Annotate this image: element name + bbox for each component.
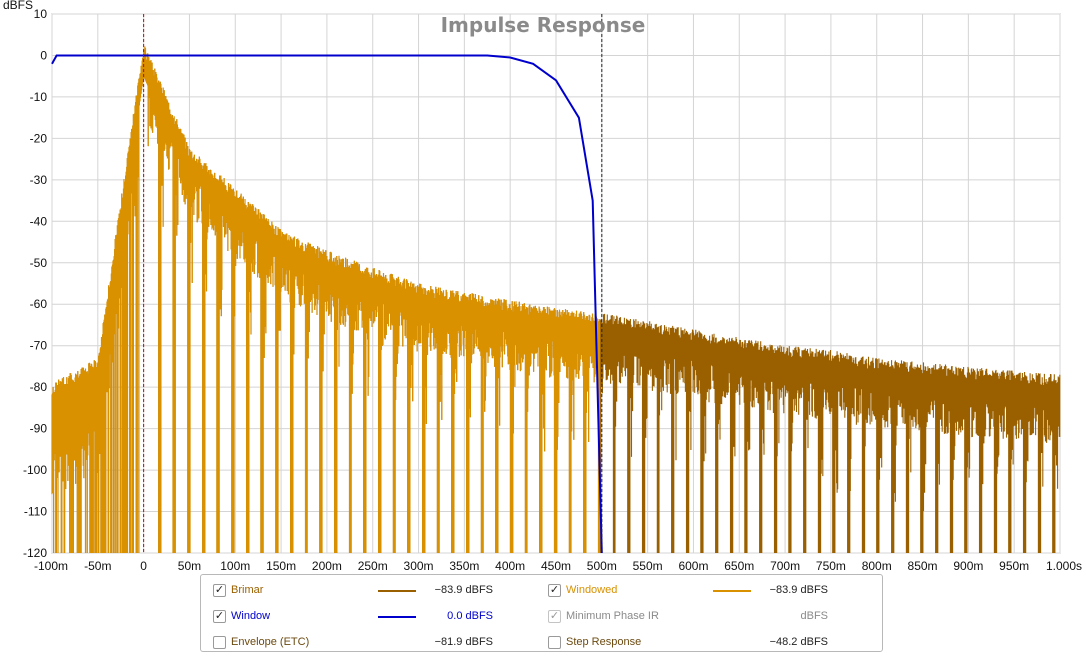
x-tick-label: 700m (770, 559, 800, 573)
x-tick-label: 850m (908, 559, 938, 573)
y-tick-label: -50 (30, 256, 48, 270)
y-tick-label: -100 (23, 463, 47, 477)
x-tick-label: 250m (358, 559, 388, 573)
x-tick-label: -50m (84, 559, 111, 573)
y-tick-label: -30 (30, 173, 48, 187)
legend-checkbox[interactable]: ✓ (213, 610, 226, 623)
y-tick-label: -110 (24, 505, 47, 519)
legend-checkbox: ✓ (548, 610, 561, 623)
y-tick-label: -80 (30, 380, 48, 394)
legend-line-swatch (378, 590, 416, 592)
legend-row: ✓ Window 0.0 dBFS ✓ Minimum Phase IR dBFS (201, 603, 882, 629)
series-windowed-trace (51, 46, 601, 553)
legend-line-swatch (713, 590, 751, 592)
y-tick-label: -20 (30, 131, 48, 145)
impulse-response-chart: 10 0 -10 -20 -30 -40 -50 -60 -70 -80 -90 -100 -110 -1… (3, 0, 1082, 573)
y-tick-label: -40 (30, 214, 48, 228)
legend-label: Window (231, 610, 271, 622)
x-tick-label: 800m (862, 559, 892, 573)
y-axis-label: dBFS (3, 0, 33, 12)
legend-value: −48.2 dBFS (769, 636, 828, 648)
x-tick-label: 100m (220, 559, 250, 573)
legend-value: −83.9 dBFS (434, 584, 493, 596)
legend-row: ✓ Brimar −83.9 dBFS ✓ Windowed −83.9 dBFS (201, 577, 882, 603)
y-tick-label: -60 (30, 297, 48, 311)
legend-value: −81.9 dBFS (434, 636, 493, 648)
x-tick-label: 750m (816, 559, 846, 573)
x-tick-label: 400m (495, 559, 525, 573)
legend-line-swatch (378, 616, 416, 618)
x-tick-label: 1.000s (1046, 559, 1082, 573)
x-tick-label: 0 (140, 559, 147, 573)
x-tick-label: 650m (724, 559, 754, 573)
legend-checkbox[interactable]: ✓ (548, 584, 561, 597)
legend-label: Windowed (566, 584, 618, 596)
y-tick-label: -90 (30, 422, 48, 436)
y-tick-label: -10 (30, 90, 48, 104)
legend-checkbox[interactable] (213, 636, 226, 649)
legend-label: Envelope (ETC) (231, 636, 310, 648)
y-tick-label: 10 (34, 7, 48, 21)
x-tick-label: 50m (178, 559, 201, 573)
legend-panel: ✓ Brimar −83.9 dBFS ✓ Windowed −83.9 dBFS ✓ Win… (200, 574, 883, 652)
y-tick-label: 0 (40, 48, 47, 62)
x-tick-label: 150m (266, 559, 296, 573)
x-tick-label: 950m (999, 559, 1029, 573)
legend-label: Minimum Phase IR (566, 610, 659, 622)
legend-checkbox[interactable] (548, 636, 561, 649)
legend-row: Envelope (ETC) −81.9 dBFS Step Response −48… (201, 629, 882, 655)
series-window-line (51, 54, 603, 554)
x-tick-label: -100m (34, 559, 68, 573)
x-tick-label: 600m (678, 559, 708, 573)
legend-label: Step Response (566, 636, 642, 648)
x-tick-label: 550m (633, 559, 663, 573)
legend-checkbox[interactable]: ✓ (213, 584, 226, 597)
chart-title: Impulse Response (441, 13, 646, 37)
legend-value: 0.0 dBFS (447, 610, 493, 622)
y-tick-label: -70 (30, 339, 48, 353)
x-tick-label: 350m (449, 559, 479, 573)
axis-ticks: 10 0 -10 -20 -30 -40 -50 -60 -70 -80 -90 -100 -110 -1… (23, 7, 1082, 573)
legend-label: Brimar (231, 584, 264, 596)
legend-value: dBFS (800, 610, 828, 622)
data-series (51, 46, 1061, 554)
legend-value: −83.9 dBFS (769, 584, 828, 596)
x-tick-label: 200m (312, 559, 342, 573)
x-tick-label: 300m (404, 559, 434, 573)
x-tick-label: 450m (541, 559, 571, 573)
y-tick-label: -120 (23, 546, 47, 560)
x-tick-label: 500m (587, 559, 617, 573)
x-tick-label: 900m (953, 559, 983, 573)
